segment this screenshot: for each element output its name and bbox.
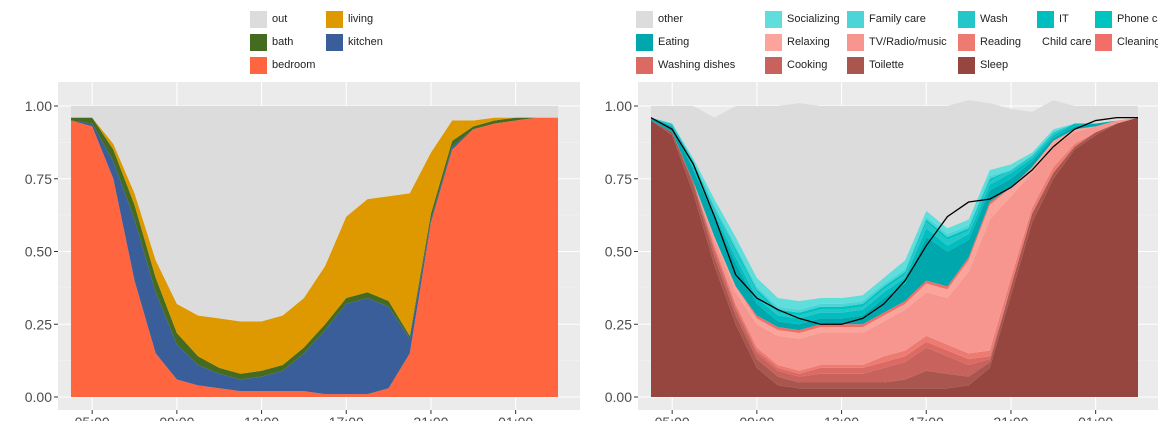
legend-label: Child care [1042, 36, 1092, 48]
legend-item-tv-radio-music: TV/Radio/music [847, 32, 952, 52]
legend-key-toilette [847, 56, 864, 74]
legend-item-washing-dishes: Washing dishes [636, 55, 759, 75]
legend-label: Sleep [980, 59, 1009, 71]
y-tick-label: 0.25 [605, 316, 632, 332]
area-out [71, 106, 558, 322]
x-tick-label: 21:00 [413, 414, 448, 421]
legend-item-living: living [326, 9, 416, 29]
legend-label: Toilette [869, 59, 904, 71]
legend-item-kitchen: kitchen [326, 32, 416, 52]
legend-key-sleep [958, 56, 975, 74]
y-tick-label: 0.00 [25, 389, 52, 405]
legend-right: other Socializing Family care Wash IT Phone c… [636, 9, 1158, 75]
legend-key-it [1037, 10, 1054, 28]
x-tick-label: 17:00 [329, 414, 364, 421]
legend-key-out [250, 10, 267, 28]
legend-key-other [636, 10, 653, 28]
legend-item-other: other [636, 9, 759, 29]
legend-key-eating [636, 33, 653, 51]
legend-item-socializing: Socializing [765, 9, 841, 29]
legend-key-relaxing [765, 33, 782, 51]
x-tick-label: 05:00 [655, 414, 690, 421]
legend-key-wash [958, 10, 975, 28]
area-bedroom [71, 117, 558, 397]
legend-label: IT [1059, 13, 1069, 25]
legend-item-relaxing: Relaxing [765, 32, 841, 52]
legend-label: Phone calls [1117, 13, 1158, 25]
legend-key-cooking [765, 56, 782, 74]
y-tick-label: 1.00 [605, 98, 632, 114]
y-tick-label: 0.50 [25, 244, 52, 260]
y-tick-label: 0.75 [605, 171, 632, 187]
legend-key-bedroom [250, 56, 267, 74]
legend-label: kitchen [348, 36, 383, 48]
legend-item-bedroom: bedroom [250, 55, 320, 75]
legend-label: Family care [869, 13, 926, 25]
legend-item-wash: Wash [958, 9, 1031, 29]
legend-item-it: IT [1037, 9, 1089, 29]
legend-label: TV/Radio/music [869, 36, 947, 48]
legend-key-reading [958, 33, 975, 51]
legend-item-child-care: Child care [1037, 32, 1092, 52]
legend-label: Relaxing [787, 36, 830, 48]
legend-item-reading: Reading [958, 32, 1031, 52]
legend-key-family-care [847, 10, 864, 28]
legend-key-washing-dishes [636, 56, 653, 74]
legend-item-eating: Eating [636, 32, 759, 52]
legend-label: Cleaning [1117, 36, 1158, 48]
y-tick-label: 1.00 [25, 98, 52, 114]
x-tick-label: 01:00 [498, 414, 533, 421]
legend-item-bath: bath [250, 32, 320, 52]
x-tick-label: 21:00 [993, 414, 1028, 421]
legend-key-socializing [765, 10, 782, 28]
legend-label: Washing dishes [658, 59, 736, 71]
legend-key-living [326, 10, 343, 28]
legend-label: Eating [658, 36, 690, 48]
legend-label: bath [272, 36, 294, 48]
legend-item-cleaning: Cleaning [1095, 32, 1158, 52]
legend-label: Wash [980, 13, 1008, 25]
x-tick-label: 17:00 [909, 414, 944, 421]
y-tick-label: 0.75 [25, 171, 52, 187]
legend-key-kitchen [326, 33, 343, 51]
legend-left: out living bath kitchen bedroom [250, 9, 416, 75]
area-other [651, 100, 1138, 301]
chart-left: 0.00 0.25 0.50 0.75 1.00 05:00 09:00 13:00 17:00… [25, 82, 580, 421]
y-tick-label: 0.25 [25, 316, 52, 332]
legend-item-out: out [250, 9, 320, 29]
legend-item-toilette: Toilette [847, 55, 952, 75]
area-tv-radio-music [651, 117, 1138, 371]
legend-label: living [348, 13, 374, 25]
legend-label: out [272, 13, 288, 25]
x-tick-label: 09:00 [739, 414, 774, 421]
x-tick-label: 13:00 [244, 414, 279, 421]
legend-key-phone-calls [1095, 10, 1112, 28]
y-tick-label: 0.00 [605, 389, 632, 405]
x-tick-label: 13:00 [824, 414, 859, 421]
area-wash [651, 117, 1138, 319]
y-tick-label: 0.50 [605, 244, 632, 260]
legend-key-tv-radio-music [847, 33, 864, 51]
area-living [71, 117, 558, 374]
area-socializing [651, 117, 1138, 310]
legend-item-family-care: Family care [847, 9, 952, 29]
legend-key-cleaning [1095, 33, 1112, 51]
legend-label: Socializing [787, 13, 840, 25]
legend-item-phone-calls: Phone calls [1095, 9, 1158, 29]
legend-label: Reading [980, 36, 1021, 48]
legend-label: other [658, 13, 684, 25]
x-tick-label: 05:00 [75, 414, 110, 421]
legend-label: Cooking [787, 59, 828, 71]
legend-item-sleep: Sleep [958, 55, 1031, 75]
legend-item-cooking: Cooking [765, 55, 841, 75]
area-sleep [651, 117, 1138, 397]
legend-label: bedroom [272, 59, 316, 71]
overlay-line [650, 116, 1138, 325]
x-tick-label: 01:00 [1078, 414, 1113, 421]
legend-key-bath [250, 33, 267, 51]
chart-right: 0.00 0.25 0.50 0.75 1.00 05:00 09:00 13:00 17:00… [605, 82, 1158, 421]
x-tick-label: 09:00 [159, 414, 194, 421]
